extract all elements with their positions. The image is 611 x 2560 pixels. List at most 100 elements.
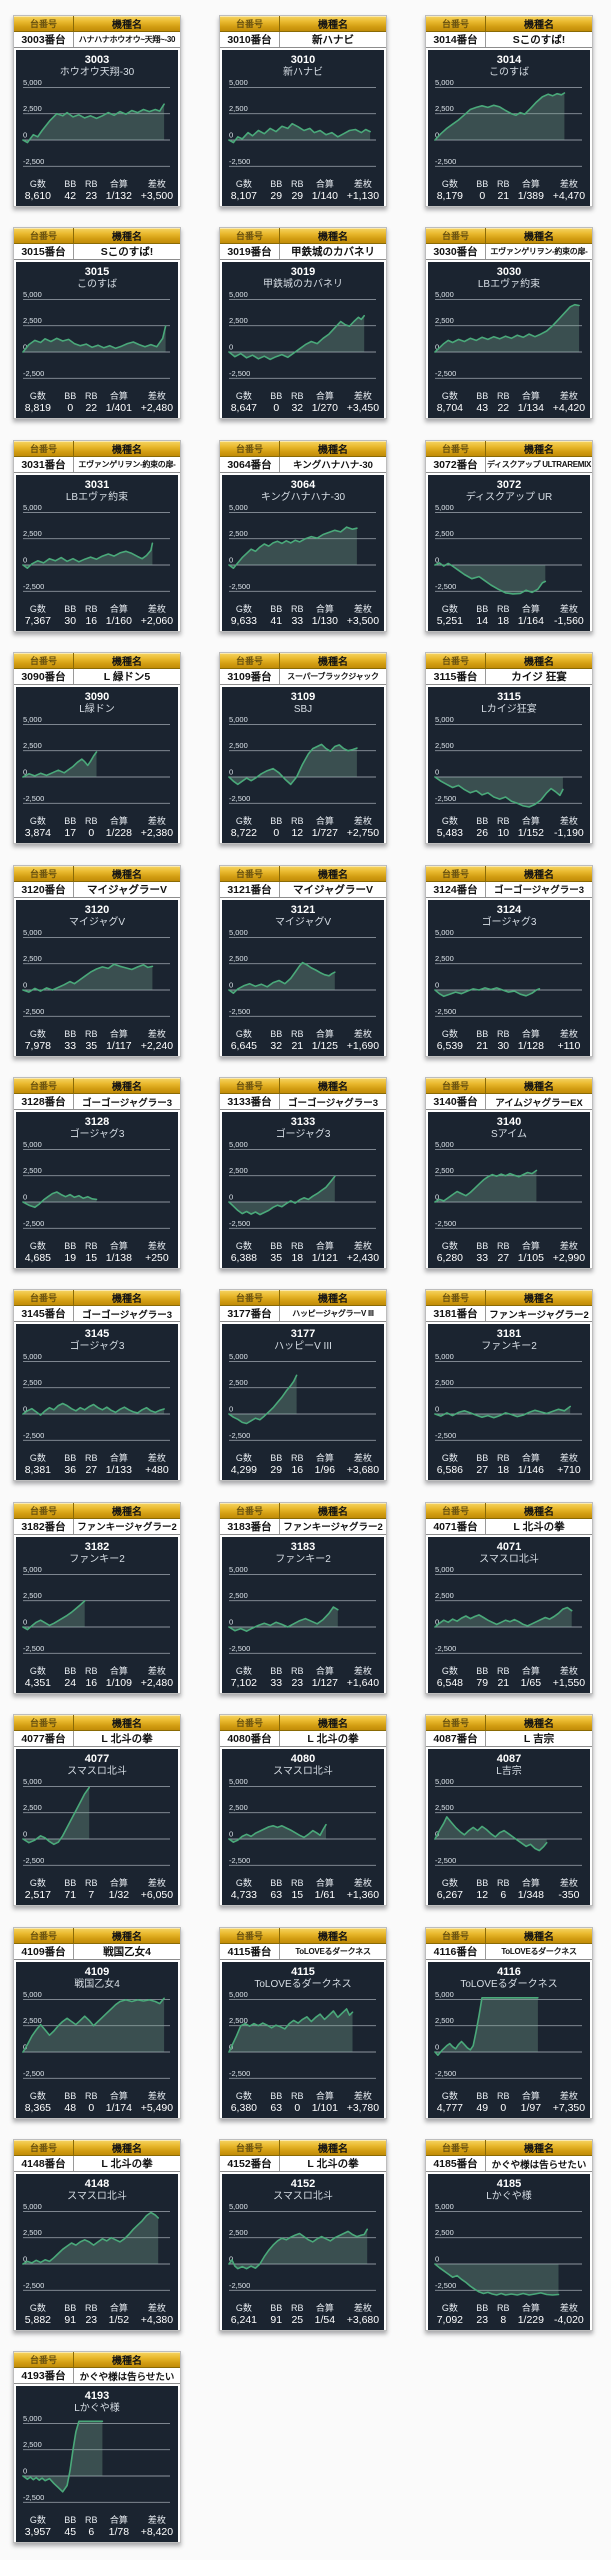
machine-card[interactable]: 台番号 機種名 3177番台 ハッピージャグラーV III 3177 ハッピーV… <box>219 1289 387 1482</box>
stat-bb: 42 <box>64 190 77 202</box>
stats-header-row: G数 BB RB 合算 差枚 <box>222 1028 384 1040</box>
machine-card[interactable]: 台番号 機種名 4071番台 L 北斗の拳 4071 スマスロ北斗 5,000 2… <box>425 1501 593 1694</box>
machine-info-row: 4116番台 ToLOVEるダークネス <box>426 1943 592 1960</box>
model-name: キングハナハナ-30 <box>293 460 373 472</box>
model-name: ゴーゴージャグラー3 <box>287 1097 379 1109</box>
stat-bb: 63 <box>270 2101 283 2114</box>
stats-header-games: G数 <box>29 1241 46 1251</box>
stats-header-row: G数 BB RB 合算 差枚 <box>16 1665 178 1677</box>
stat-games: 6,388 <box>230 1252 257 1264</box>
machine-card[interactable]: 台番号 機種名 4116番台 ToLOVEるダークネス 4116 ToLOVEる… <box>425 1926 593 2119</box>
stats-values-row: 4,685 19 15 1/138 +250 <box>16 1252 178 1265</box>
machine-card[interactable]: 台番号 機種名 3128番台 ゴーゴージャグラー3 3128 ゴージャグ3 5,… <box>13 1077 181 1269</box>
machine-card[interactable]: 台番号 機種名 4185番台 かぐや様は告らせたい 4185 Lかぐや様 5,0… <box>425 2139 593 2331</box>
machine-card[interactable]: 台番号 機種名 3183番台 ファンキージャグラー2 3183 ファンキー2 5… <box>219 1501 387 1694</box>
svg-text:5,000: 5,000 <box>23 715 42 724</box>
model-name-header: 機種名 <box>524 1719 554 1731</box>
payout-chart: 5,000 2,500 0 -2,500 <box>228 503 376 592</box>
svg-text:2,500: 2,500 <box>435 529 454 538</box>
stats-header-total: 合算 <box>521 1028 540 1039</box>
machine-card[interactable]: 台番号 機種名 3120番台 マイジャグラーV 3120 マイジャグV 5,00… <box>13 864 181 1057</box>
stats-block: G数 BB RB 合算 差枚 6,388 35 18 1/121 +2,430 <box>222 1240 384 1265</box>
svg-text:0: 0 <box>23 1830 27 1839</box>
machine-card[interactable]: 台番号 機種名 3072番台 ディスクアップ ULTRAREMIX 3072 デ… <box>425 439 593 632</box>
machine-card[interactable]: 台番号 機種名 3010番台 新ハナビ 3010 新ハナビ 5,000 2,500… <box>219 15 387 207</box>
machine-card[interactable]: 台番号 機種名 3031番台 エヴァンゲリヲン-約束の扉- 3031 LBエヴァ… <box>13 439 181 632</box>
machine-card[interactable]: 台番号 機種名 3109番台 スーパーブラックジャック 3109 SBJ 5,0… <box>219 652 387 845</box>
panel-machine-number: 3133 <box>290 1116 316 1128</box>
stat-bb: 21 <box>476 1039 489 1052</box>
machine-card[interactable]: 台番号 機種名 3145番台 ゴーゴージャグラー3 3145 ゴージャグ3 5,… <box>13 1289 181 1482</box>
stats-header-bb: BB <box>476 179 489 189</box>
chart-panel: 4115 ToLOVEるダークネス 5,000 2,500 0 -2,500 G数 B… <box>222 1961 384 2118</box>
machine-card[interactable]: 台番号 機種名 3121番台 マイジャグラーV 3121 マイジャグV 5,00… <box>219 864 387 1057</box>
machine-card[interactable]: 台番号 機種名 3019番台 甲鉄城のカバネリ 3019 甲鉄城のカバネリ 5,… <box>219 227 387 420</box>
machine-card[interactable]: 台番号 機種名 3015番台 Sこのすば! 3015 このすば 5,000 2,5… <box>13 227 181 420</box>
machine-card[interactable]: 台番号 機種名 3182番台 ファンキージャグラー2 3182 ファンキー2 5… <box>13 1501 181 1694</box>
chart-panel: 3031 LBエヴァ約束 5,000 2,500 0 -2,500 G数 BB RB … <box>16 474 178 631</box>
svg-text:5,000: 5,000 <box>229 503 248 512</box>
machine-card[interactable]: 台番号 機種名 3115番台 カイジ 狂宴 3115 Lカイジ狂宴 5,000 2… <box>425 652 593 845</box>
panel-machine-number: 3010 <box>290 54 316 66</box>
machine-card[interactable]: 台番号 機種名 4080番台 L 北斗の拳 4080 スマスロ北斗 5,000 2… <box>219 1714 387 1907</box>
stats-header-bb: BB <box>270 2090 283 2101</box>
machine-card[interactable]: 台番号 機種名 4152番台 L 北斗の拳 4152 スマスロ北斗 5,000 2… <box>219 2139 387 2331</box>
stats-header-rb: RB <box>497 1665 510 1676</box>
stats-values-row: 4,777 49 0 1/97 +7,350 <box>428 2102 590 2115</box>
machine-card[interactable]: 台番号 機種名 4077番台 L 北斗の拳 4077 スマスロ北斗 5,000 2… <box>13 1714 181 1907</box>
svg-text:5,000: 5,000 <box>23 503 42 512</box>
stat-total: 1/140 <box>311 190 338 202</box>
stat-diff: +3,780 <box>346 2101 380 2114</box>
stats-block: G数 BB RB 合算 差枚 6,548 79 21 1/65 +1,550 <box>428 1665 590 1690</box>
panel-machine-number: 3072 <box>496 478 522 491</box>
machine-info-row: 4148番台 L 北斗の拳 <box>14 2156 180 2172</box>
payout-chart: 5,000 2,500 0 -2,500 <box>228 1140 376 1229</box>
machine-card[interactable]: 台番号 機種名 4109番台 戦国乙女4 4109 戦国乙女4 5,000 2,5… <box>13 1926 181 2119</box>
machine-card[interactable]: 台番号 機種名 3181番台 ファンキージャグラー2 3181 ファンキー2 5… <box>425 1289 593 1482</box>
stat-total: 1/138 <box>105 1252 132 1264</box>
stats-header-bb: BB <box>270 1028 283 1039</box>
stat-games: 8,381 <box>24 1464 51 1477</box>
stats-header-total: 合算 <box>521 2303 540 2313</box>
machine-card[interactable]: 台番号 機種名 3124番台 ゴーゴージャグラー3 3124 ゴージャグ3 5,… <box>425 864 593 1057</box>
machine-card[interactable]: 台番号 機種名 4193番台 かぐや様は告らせたい 4193 Lかぐや様 5,0… <box>13 2351 181 2544</box>
machine-card[interactable]: 台番号 機種名 3133番台 ゴーゴージャグラー3 3133 ゴージャグ3 5,… <box>219 1077 387 1269</box>
chart-panel: 4116 ToLOVEるダークネス 5,000 2,500 0 -2,500 G数 B… <box>428 1961 590 2118</box>
machine-card[interactable]: 台番号 機種名 3090番台 L 緑ドン5 3090 L緑ドン 5,000 2,5… <box>13 652 181 845</box>
stats-header-games: G数 <box>235 1028 252 1039</box>
machine-card[interactable]: 台番号 機種名 3140番台 アイムジャグラーEX 3140 Sアイム 5,00… <box>425 1077 593 1269</box>
stat-total: 1/54 <box>314 2314 336 2326</box>
machine-card[interactable]: 台番号 機種名 3014番台 Sこのすば! 3014 このすば 5,000 2,5… <box>425 15 593 207</box>
svg-text:2,500: 2,500 <box>229 1803 248 1812</box>
stat-diff: +2,240 <box>140 1039 174 1052</box>
machine-card[interactable]: 台番号 機種名 4087番台 L 吉宗 4087 L吉宗 5,000 2,500 0… <box>425 1714 593 1907</box>
panel-machine-name: LBエヴァ約束 <box>65 491 129 503</box>
machine-card[interactable]: 台番号 機種名 3030番台 エヴァンゲリヲン-約束の扉- 3030 LBエヴァ… <box>425 227 593 420</box>
machine-card[interactable]: 台番号 機種名 3003番台 ハナハナホウオウ~天翔~-30 3003 ホウオウ… <box>13 15 181 207</box>
machine-card[interactable]: 台番号 機種名 4148番台 L 北斗の拳 4148 スマスロ北斗 5,000 2… <box>13 2139 181 2331</box>
svg-text:0: 0 <box>23 1617 27 1626</box>
stat-games: 6,586 <box>436 1464 463 1477</box>
card-header: 台番号 機種名 <box>426 1078 592 1094</box>
machine-number-header: 台番号 <box>14 865 74 881</box>
svg-text:2,500: 2,500 <box>23 1803 42 1812</box>
stats-block: G数 BB RB 合算 差枚 5,483 26 10 1/152 -1,190 <box>428 815 590 840</box>
machine-info-row: 3115番台 カイジ 狂宴 <box>426 669 592 686</box>
svg-text:-2,500: -2,500 <box>23 1856 44 1865</box>
stats-header-total: 合算 <box>109 816 128 827</box>
stats-header-diff: 差枚 <box>353 2090 372 2101</box>
svg-text:0: 0 <box>435 980 439 989</box>
stat-total: 1/727 <box>311 827 338 840</box>
stats-header-row: G数 BB RB 合算 差枚 <box>428 1240 590 1252</box>
machine-card[interactable]: 台番号 機種名 4115番台 ToLOVEるダークネス 4115 ToLOVEる… <box>219 1926 387 2119</box>
svg-text:0: 0 <box>229 768 233 777</box>
machine-number-header: 台番号 <box>14 16 74 31</box>
svg-text:-2,500: -2,500 <box>229 1856 250 1865</box>
stat-total: 1/130 <box>311 614 338 627</box>
machine-number-header: 台番号 <box>14 1078 74 1093</box>
machine-info-row: 3177番台 ハッピージャグラーV III <box>220 1306 386 1323</box>
stat-games: 7,102 <box>230 1676 257 1689</box>
panel-machine-number: 3128 <box>84 1116 110 1128</box>
machine-card[interactable]: 台番号 機種名 3064番台 キングハナハナ-30 3064 キングハナハナ-3… <box>219 439 387 632</box>
stats-values-row: 5,882 91 23 1/52 +4,380 <box>16 2314 178 2327</box>
